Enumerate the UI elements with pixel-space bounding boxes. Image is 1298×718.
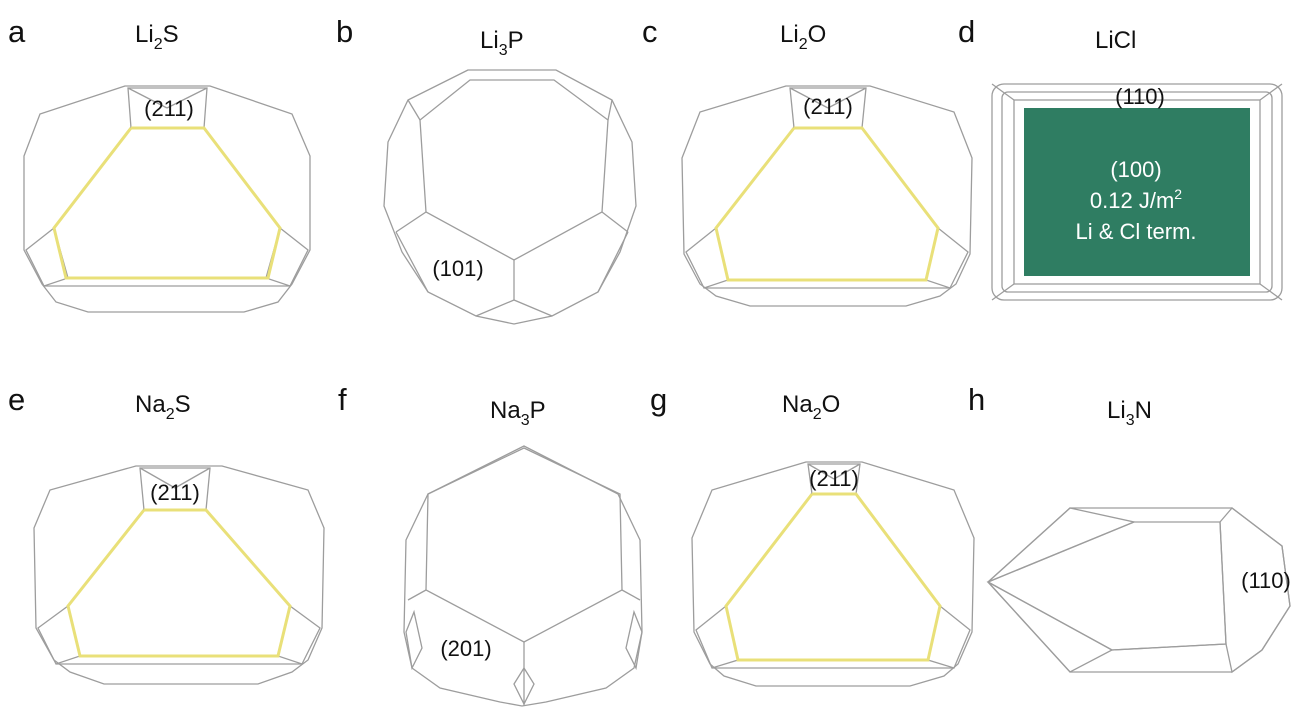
main-facet-hkl-d: (100) [1110,157,1161,182]
facet-label-a-110: (110) [53,129,98,185]
facet-label-e-110: (110) [65,519,110,575]
panel-h: h Li3N (110) (100) 0.52 J/m2 Li & N term… [968,382,1291,674]
panel-letter-a: a [8,14,26,49]
crystal-e [33,465,325,685]
panel-letter-h: h [968,382,985,417]
formula-d: LiCl [1095,27,1136,54]
main-facet-termination-g: Na term. [796,592,880,617]
facet-label-c-211: (211) [803,94,853,119]
main-facet-energy-f: 0.33 J/m2 [476,523,568,550]
crystal-a [23,85,311,313]
crystal-c [681,85,973,307]
formula-f: Na3P [490,397,546,429]
panel-b: b Li3P (101) (001) 0.48 J/m2 Li term. [336,14,637,325]
main-facet-energy-a: 0.33 J/m2 [123,182,215,209]
main-facet-hkl-h: (100) [1120,536,1171,561]
panel-d: d LiCl (110) (100) 0.12 J/m2 Li & Cl ter… [958,14,1283,301]
crystal-d [991,83,1283,301]
facet-label-b-101: (101) [432,256,483,281]
main-facet-termination-f: Na term. [480,556,564,581]
panel-g: g Na2O (211) (110) (111) 0.35 J/m2 Na te… [650,382,975,687]
main-facet-energy-e: 0.26 J/m2 [132,569,224,596]
formula-h: Li3N [1107,397,1152,429]
main-facet-termination-d: Li & Cl term. [1075,219,1196,244]
main-facet-termination-a: Li term. [132,215,205,240]
panel-letter-b: b [336,14,353,49]
main-facet-energy-h: 0.52 J/m2 [1100,565,1192,592]
main-facet-hkl-g: (111) [814,530,862,555]
panel-f: f Na3P (201) (001) 0.33 J/m2 Na term. [338,382,643,707]
main-facet-termination-h: Li & N term. [1096,598,1212,623]
facet-label-d-110: (110) [1115,84,1165,109]
panel-e: e Na2S (211) (110) (111) 0.26 J/m2 Na te… [8,382,325,685]
facet-label-g-211: (211) [809,466,859,491]
facet-label-e-211: (211) [150,480,200,505]
crystal-g [691,461,975,687]
crystal-f [403,445,643,707]
main-facet-hkl-f: (001) [496,494,547,519]
main-facet-hkl-c: (111) [807,156,855,181]
formula-c: Li2O [780,21,826,53]
main-facet-energy-d: 0.12 J/m2 [1090,186,1182,213]
facet-label-h-110: (110) [1241,568,1291,593]
main-facet-energy-b: 0.48 J/m2 [466,144,558,171]
main-facet-termination-b: Li term. [475,177,548,202]
formula-b: Li3P [480,27,524,59]
main-facet-termination-c: Li term. [794,218,867,243]
panel-letter-d: d [958,14,975,49]
facet-label-a-211: (211) [144,96,194,121]
main-facet-energy-c: 0.53 J/m2 [785,185,877,212]
panel-letter-g: g [650,382,667,417]
panel-letter-f: f [338,382,347,417]
formula-e: Na2S [135,391,191,423]
panel-a: a Li2S (211) (110) (111) 0.33 J/m2 Li te… [8,14,311,313]
facet-label-f-201: (201) [440,636,491,661]
main-facet-hkl-e: (111) [154,540,202,565]
crystal-h [986,507,1291,674]
panel-c: c Li2O (211) (110) (111) 0.53 J/m2 Li te… [642,14,973,307]
panel-letter-c: c [642,14,658,49]
formula-a: Li2S [135,21,179,53]
formula-g: Na2O [782,391,840,423]
main-facet-termination-e: Na term. [136,602,220,627]
main-facet-hkl-b: (001) [486,115,537,140]
panel-letter-e: e [8,382,25,417]
crystal-b [383,69,637,325]
main-facet-energy-g: 0.35 J/m2 [792,559,884,586]
main-facet-hkl-a: (111) [145,154,193,179]
